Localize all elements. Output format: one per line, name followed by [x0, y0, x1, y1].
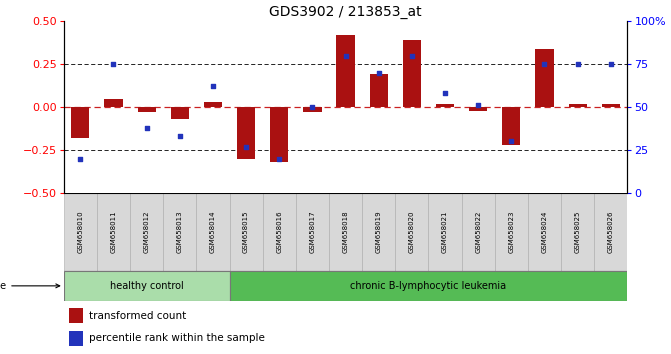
Bar — [71, 107, 89, 138]
Text: GSM658012: GSM658012 — [144, 211, 150, 253]
Bar — [296, 193, 329, 271]
Point — [340, 53, 351, 58]
Point — [142, 125, 152, 131]
Bar — [69, 308, 83, 323]
Bar — [197, 193, 229, 271]
Bar — [105, 98, 123, 107]
Point — [274, 156, 285, 161]
Bar — [204, 102, 222, 107]
Point — [241, 144, 252, 149]
Bar — [403, 40, 421, 107]
Bar — [64, 271, 229, 301]
Bar — [229, 271, 627, 301]
Bar — [64, 193, 97, 271]
Text: GSM658018: GSM658018 — [343, 211, 348, 253]
Text: GSM658025: GSM658025 — [574, 211, 580, 253]
Bar — [469, 107, 487, 110]
Point — [506, 138, 517, 144]
Bar — [495, 193, 528, 271]
Point — [572, 61, 583, 67]
Text: GSM658017: GSM658017 — [309, 211, 315, 253]
Point — [473, 103, 484, 108]
Bar — [535, 49, 554, 107]
Text: GSM658020: GSM658020 — [409, 211, 415, 253]
Bar — [262, 193, 296, 271]
Bar — [528, 193, 561, 271]
Bar — [462, 193, 495, 271]
Point — [440, 91, 450, 96]
Point — [75, 156, 86, 161]
Point — [373, 70, 384, 76]
Text: GSM658015: GSM658015 — [243, 211, 249, 253]
Bar — [138, 107, 156, 112]
Bar — [436, 104, 454, 107]
Bar — [97, 193, 130, 271]
Bar — [69, 331, 83, 346]
Bar — [329, 193, 362, 271]
Text: disease state: disease state — [0, 281, 60, 291]
Point — [539, 61, 550, 67]
Text: chronic B-lymphocytic leukemia: chronic B-lymphocytic leukemia — [350, 281, 507, 291]
Bar — [170, 107, 189, 119]
Bar — [395, 193, 429, 271]
Bar — [602, 104, 620, 107]
Bar — [163, 193, 197, 271]
Bar — [270, 107, 289, 162]
Text: percentile rank within the sample: percentile rank within the sample — [89, 333, 265, 343]
Text: GSM658023: GSM658023 — [509, 211, 515, 253]
Text: GSM658022: GSM658022 — [475, 211, 481, 253]
Point — [174, 133, 185, 139]
Text: GSM658019: GSM658019 — [376, 211, 382, 253]
Bar — [561, 193, 595, 271]
Text: GSM658013: GSM658013 — [176, 211, 183, 253]
Bar — [370, 74, 388, 107]
Text: GSM658024: GSM658024 — [541, 211, 548, 253]
Point — [407, 53, 417, 58]
Text: GSM658016: GSM658016 — [276, 211, 282, 253]
Bar — [336, 35, 355, 107]
Bar — [502, 107, 521, 145]
Text: GSM658021: GSM658021 — [442, 211, 448, 253]
Bar — [568, 104, 586, 107]
Text: GSM658010: GSM658010 — [77, 211, 83, 253]
Point — [605, 61, 616, 67]
Text: GSM658014: GSM658014 — [210, 211, 216, 253]
Text: GSM658011: GSM658011 — [111, 211, 117, 253]
Text: GSM658026: GSM658026 — [608, 211, 614, 253]
Text: transformed count: transformed count — [89, 311, 187, 321]
Bar — [429, 193, 462, 271]
Bar — [229, 193, 262, 271]
Title: GDS3902 / 213853_at: GDS3902 / 213853_at — [269, 5, 422, 19]
Bar — [303, 107, 321, 112]
Bar — [595, 193, 627, 271]
Point — [108, 61, 119, 67]
Text: healthy control: healthy control — [110, 281, 183, 291]
Point — [307, 104, 318, 110]
Bar — [130, 193, 163, 271]
Bar — [237, 107, 255, 159]
Point — [207, 84, 218, 89]
Bar — [362, 193, 395, 271]
